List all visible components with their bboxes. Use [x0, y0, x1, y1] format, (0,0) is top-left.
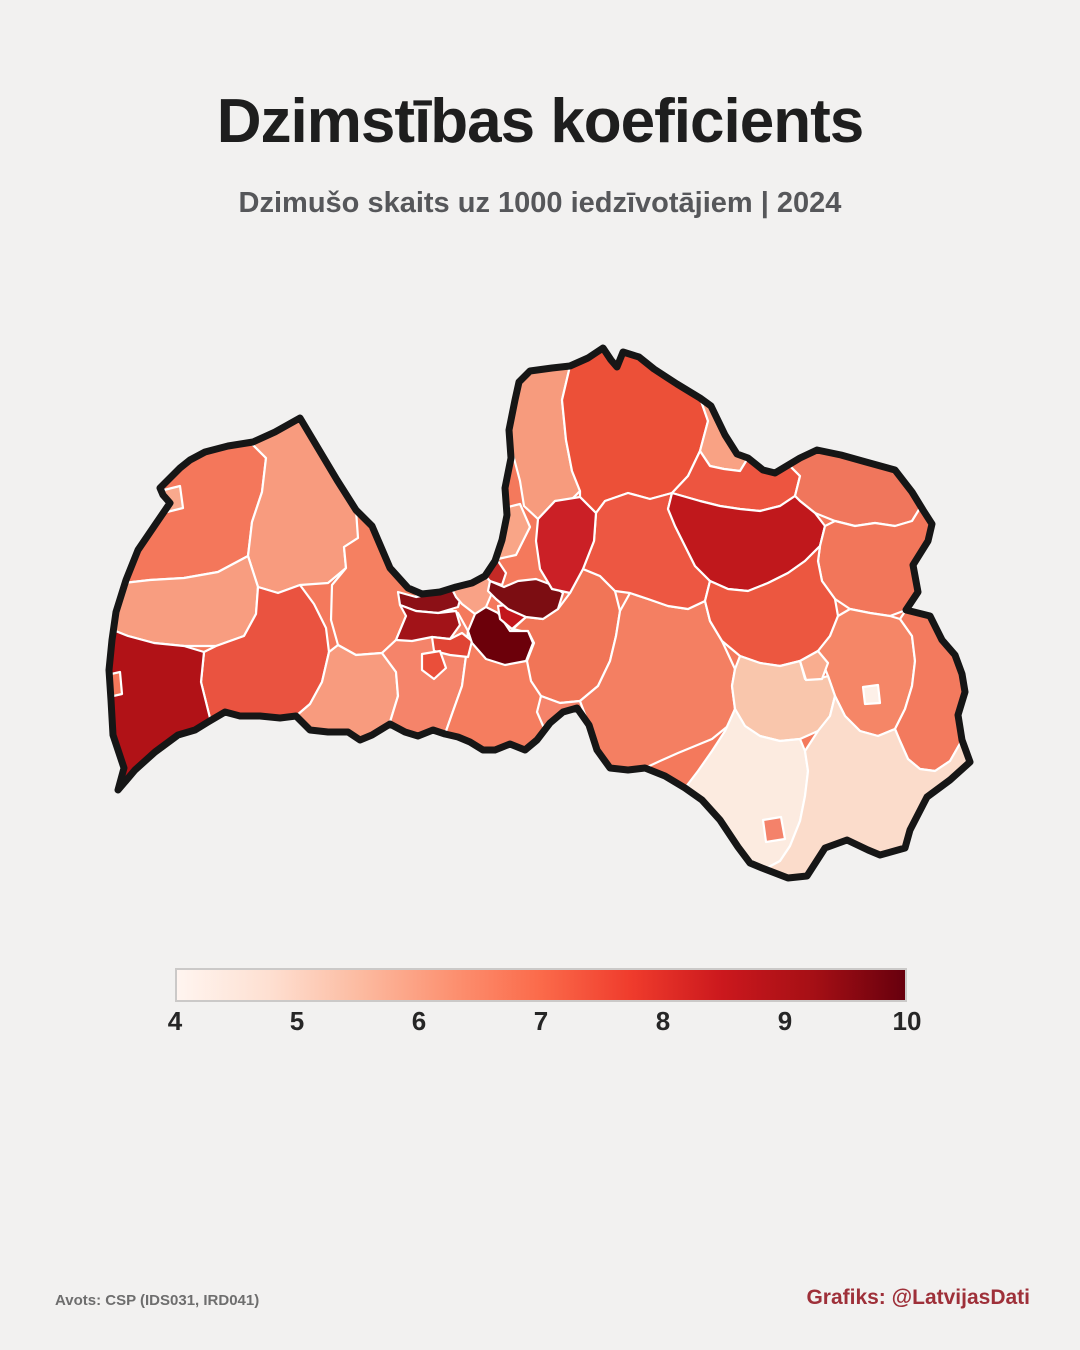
credit-note: Grafiks: @LatvijasDati [806, 1286, 1030, 1309]
map-region-enclave-se-city [761, 815, 787, 844]
legend: 4 5 6 7 8 9 10 [168, 968, 922, 1040]
map-region-region-ne-maroon [486, 577, 565, 621]
map-region-enclave-e-city [861, 683, 882, 706]
page-title: Dzimstības koeficients [216, 87, 864, 156]
header: Dzimstības koeficients Dzimušo skaits uz… [0, 0, 1080, 220]
map-region-region-se-small [798, 649, 830, 682]
legend-tick: 8 [655, 1006, 671, 1036]
map-region-enclave-s-city [420, 649, 448, 681]
country-outline [105, 344, 974, 882]
map-region-region-c-crimson [534, 495, 598, 595]
source-note: Avots: CSP (IDS031, IRD041) [55, 1292, 260, 1309]
page-subtitle: Dzimušo skaits uz 1000 iedzīvotājiem | 2… [238, 187, 842, 219]
legend-tick: 10 [892, 1006, 922, 1036]
latvia-map-svg [105, 344, 974, 882]
legend-tick: 5 [289, 1006, 305, 1036]
legend-tick: 6 [411, 1006, 427, 1036]
choropleth-map [100, 340, 980, 900]
legend-tick: 9 [777, 1006, 793, 1036]
legend-tick: 7 [533, 1006, 549, 1036]
regions-layer [109, 348, 970, 878]
legend-tick: 4 [167, 1006, 183, 1036]
map-region-region-darkest [466, 605, 535, 667]
legend-gradient-bar [175, 968, 907, 1002]
footer: Avots: CSP (IDS031, IRD041) Grafiks: @La… [0, 1284, 1080, 1324]
legend-ticks: 4 5 6 7 8 9 10 [168, 1006, 922, 1040]
